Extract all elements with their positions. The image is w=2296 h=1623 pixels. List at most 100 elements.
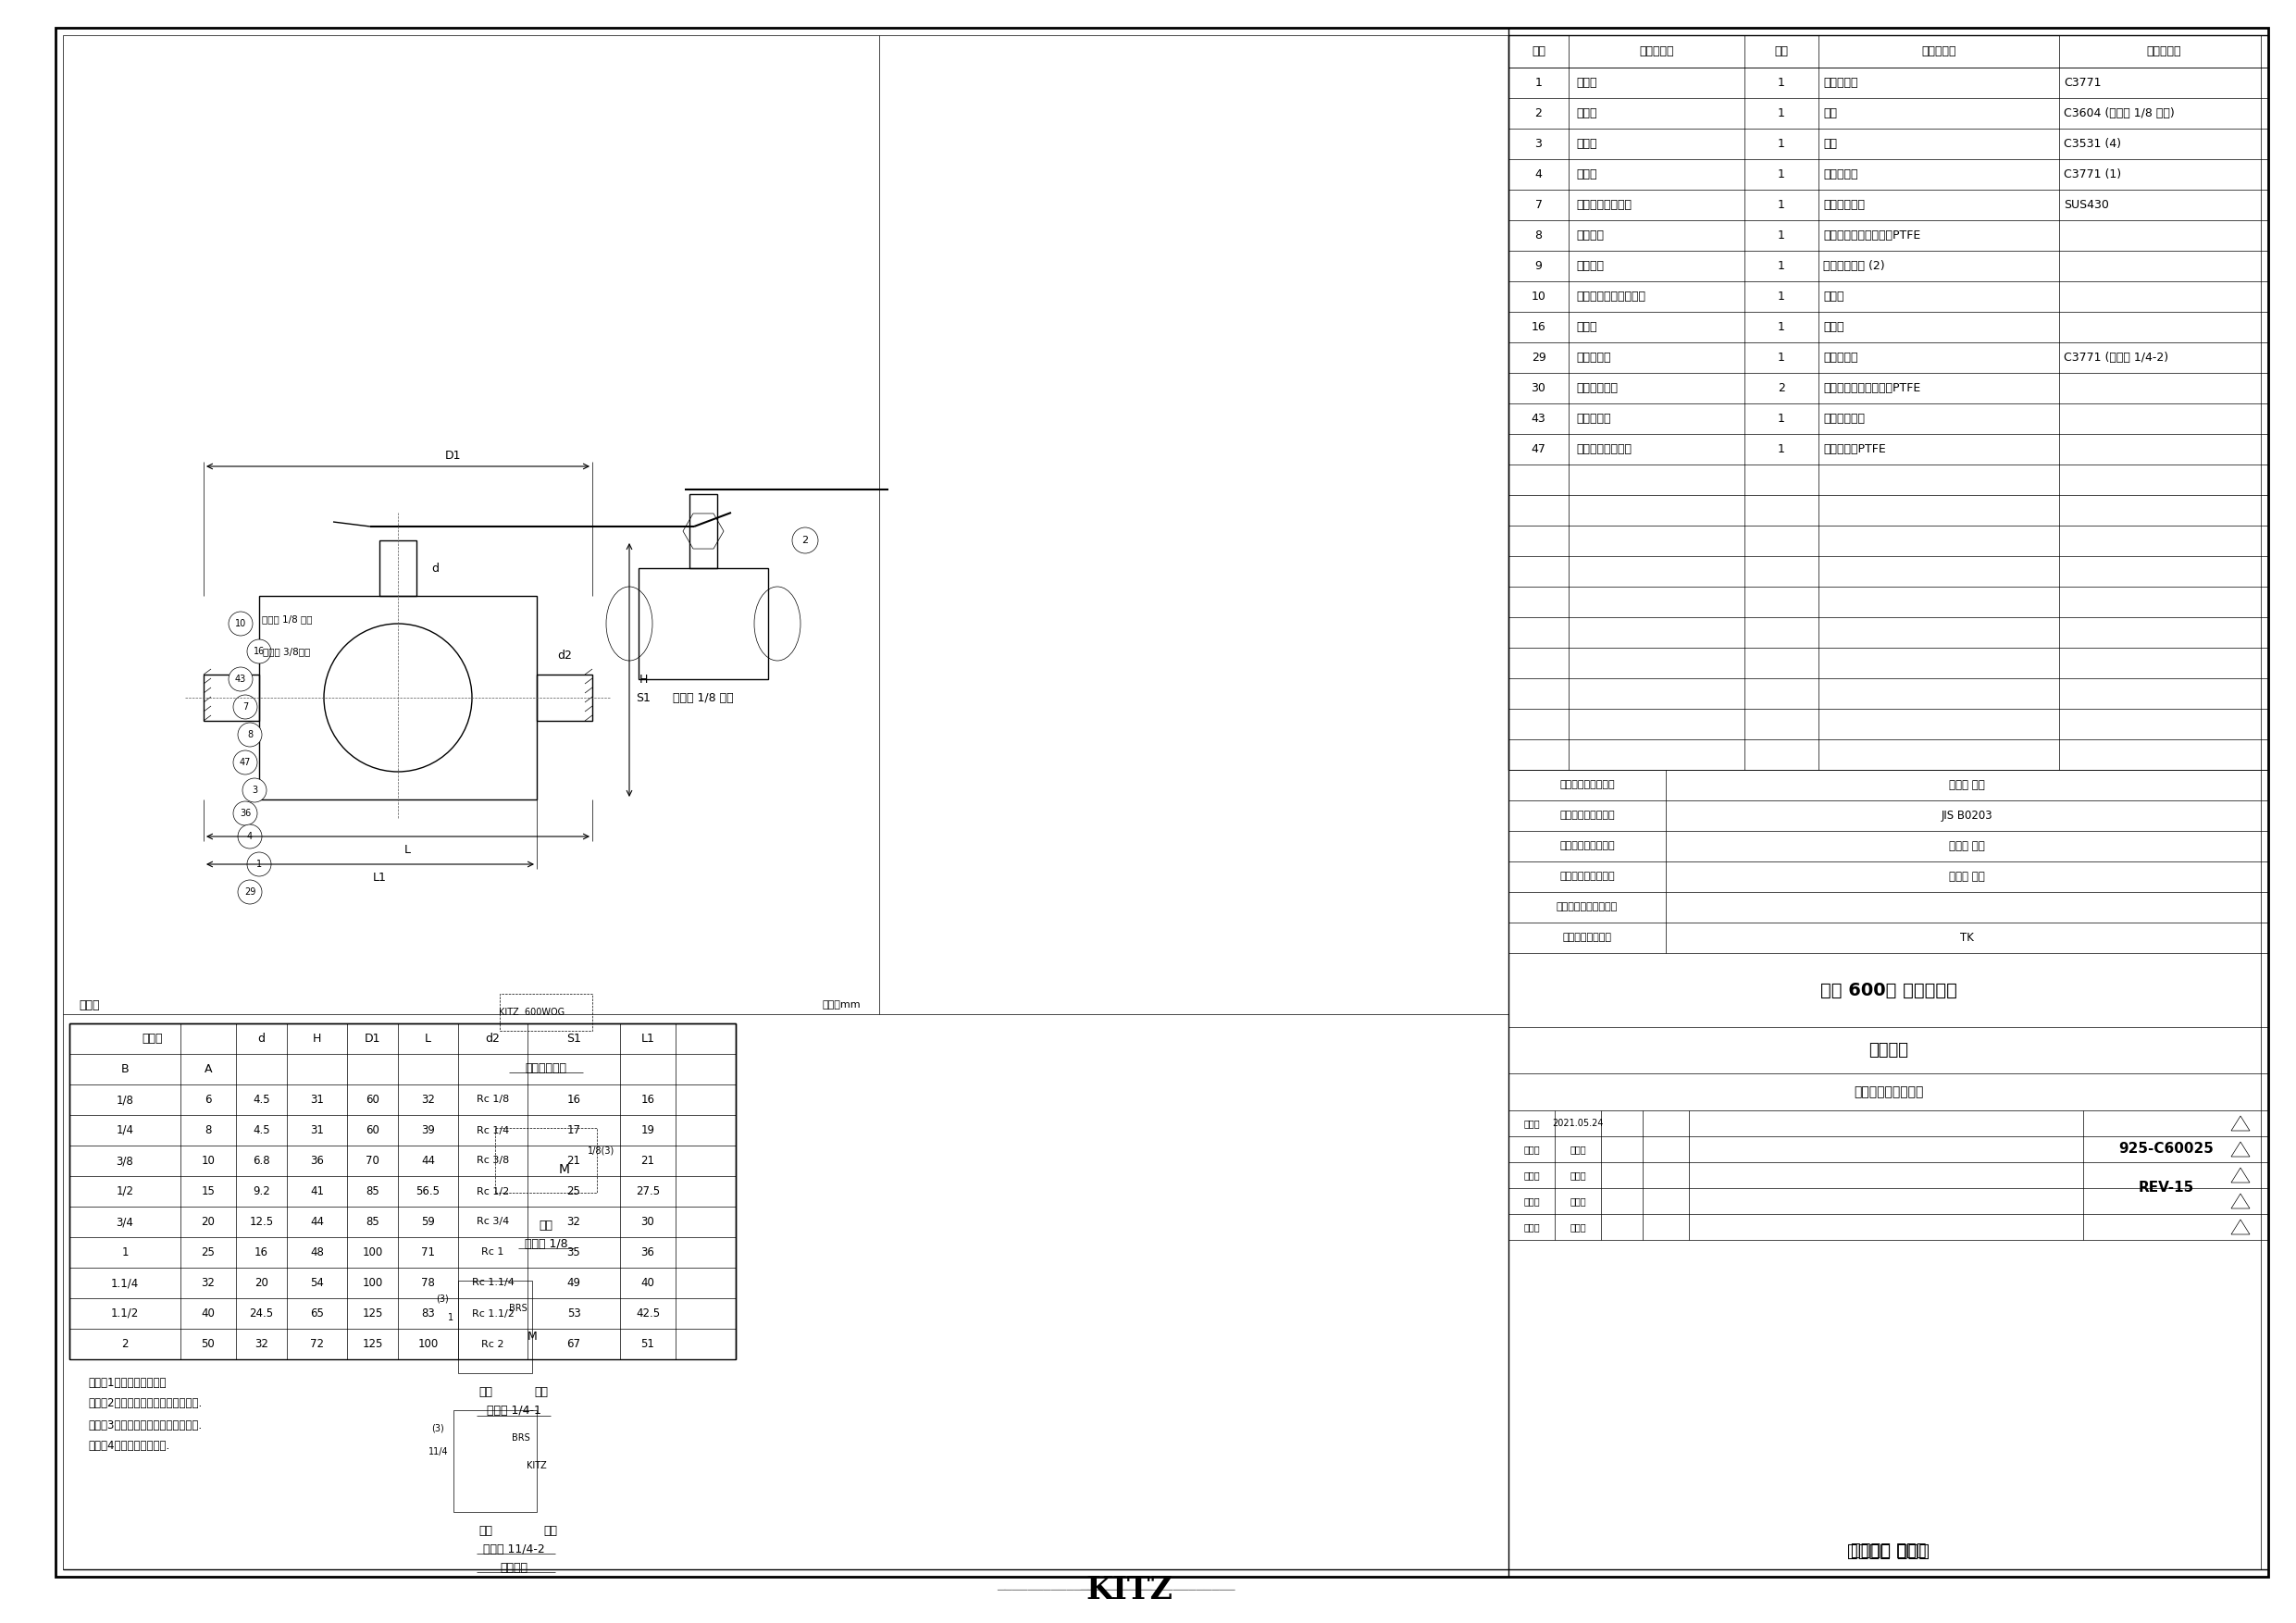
Text: 黄銅: 黄銅 xyxy=(1823,138,1837,149)
Text: 47: 47 xyxy=(239,758,250,768)
Text: グラスファイバー入りPTFE: グラスファイバー入りPTFE xyxy=(1823,381,1919,394)
Text: H: H xyxy=(312,1032,321,1045)
Text: S1: S1 xyxy=(567,1032,581,1045)
Text: 1: 1 xyxy=(1536,76,1543,89)
Text: 20: 20 xyxy=(255,1277,269,1289)
Text: 白　石: 白 石 xyxy=(1570,1196,1587,1206)
Text: Rc 1.1/2: Rc 1.1/2 xyxy=(471,1308,514,1318)
Text: 32: 32 xyxy=(202,1277,216,1289)
Text: 3: 3 xyxy=(253,786,257,795)
Text: 1: 1 xyxy=(1777,229,1784,242)
Text: 65: 65 xyxy=(310,1308,324,1319)
Text: （4）　耐脱亜鉛黄銅.: （4） 耐脱亜鉛黄銅. xyxy=(87,1440,170,1453)
Text: ハンドル表示: ハンドル表示 xyxy=(526,1061,567,1074)
Text: （3）　呼び径を表わしています.: （3） 呼び径を表わしています. xyxy=(87,1419,202,1431)
Text: 呼び径 1/8 のみ: 呼び径 1/8 のみ xyxy=(262,615,312,623)
Text: 10: 10 xyxy=(202,1156,216,1167)
Text: 32: 32 xyxy=(420,1094,434,1105)
Text: ステンレス鋼: ステンレス鋼 xyxy=(1823,200,1864,211)
Circle shape xyxy=(230,612,253,636)
Text: 29: 29 xyxy=(243,888,255,896)
Text: 925-C60025: 925-C60025 xyxy=(2119,1143,2213,1156)
Text: 11/4: 11/4 xyxy=(429,1448,448,1456)
Text: 36: 36 xyxy=(641,1246,654,1258)
Text: BRS: BRS xyxy=(512,1433,530,1443)
Text: 27.5: 27.5 xyxy=(636,1185,659,1198)
Text: 1: 1 xyxy=(257,860,262,868)
Text: 呼び径 1/8 のみ: 呼び径 1/8 のみ xyxy=(673,691,735,704)
Text: 下蓋: 下蓋 xyxy=(535,1386,549,1397)
Text: 10: 10 xyxy=(234,618,246,628)
Text: 丸　山: 丸 山 xyxy=(1570,1170,1587,1180)
Text: C3531 (4): C3531 (4) xyxy=(2064,138,2122,149)
Text: 呼び径 1/4-1: 呼び径 1/4-1 xyxy=(487,1404,542,1417)
Text: 2: 2 xyxy=(122,1337,129,1350)
Text: 20: 20 xyxy=(202,1216,216,1229)
Circle shape xyxy=(248,639,271,664)
Text: D1: D1 xyxy=(365,1032,381,1045)
Text: ハンドル押さえナット: ハンドル押さえナット xyxy=(1575,291,1646,302)
Text: 43: 43 xyxy=(1531,412,1545,425)
Circle shape xyxy=(239,880,262,904)
Text: (3): (3) xyxy=(436,1295,448,1303)
Text: 4: 4 xyxy=(248,833,253,841)
Text: 50: 50 xyxy=(202,1337,216,1350)
Text: KITZ  600WOG: KITZ 600WOG xyxy=(498,1008,565,1018)
Text: 製　　品　記　号: 製 品 記 号 xyxy=(1564,933,1612,943)
Circle shape xyxy=(239,722,262,747)
Text: 承　認: 承 認 xyxy=(1525,1144,1541,1154)
Text: キッツ 標準: キッツ 標準 xyxy=(1949,870,1986,883)
Text: 呼び径 1/8: 呼び径 1/8 xyxy=(523,1238,567,1250)
Text: 弁　棒: 弁 棒 xyxy=(1575,138,1596,149)
Text: ────────────────────: ──────────────────── xyxy=(1079,1584,1235,1597)
Text: Rc 3/8: Rc 3/8 xyxy=(478,1156,510,1165)
Text: ステンレス鋼 (2): ステンレス鋼 (2) xyxy=(1823,260,1885,273)
Text: 29: 29 xyxy=(1531,352,1545,364)
Text: 59: 59 xyxy=(420,1216,434,1229)
Text: レデューストボア型: レデューストボア型 xyxy=(1853,1086,1924,1099)
Text: 炭素鋼: 炭素鋼 xyxy=(1823,321,1844,333)
Text: 肉　　　　　　　厚: 肉 厚 xyxy=(1559,842,1614,850)
Text: 40: 40 xyxy=(202,1308,216,1319)
Circle shape xyxy=(239,824,262,849)
Text: 4: 4 xyxy=(1536,169,1543,180)
Text: 寸法表: 寸法表 xyxy=(78,998,99,1011)
Text: 部番: 部番 xyxy=(1531,45,1545,57)
Text: 30: 30 xyxy=(641,1216,654,1229)
Text: ボール弁: ボール弁 xyxy=(1869,1042,1908,1058)
Circle shape xyxy=(248,852,271,876)
Text: 1: 1 xyxy=(1777,107,1784,120)
Text: 呼び径: 呼び径 xyxy=(142,1032,163,1045)
Text: （2）　プラスチックカバー付き.: （2） プラスチックカバー付き. xyxy=(87,1397,202,1410)
Text: 川　野: 川 野 xyxy=(1570,1144,1587,1154)
Text: 1: 1 xyxy=(1777,76,1784,89)
Text: 座　金: 座 金 xyxy=(1575,321,1596,333)
Text: 17: 17 xyxy=(567,1125,581,1136)
Text: 1: 1 xyxy=(1777,412,1784,425)
Text: Rc 1.1/4: Rc 1.1/4 xyxy=(471,1279,514,1287)
Text: 鍛造用黄銅: 鍛造用黄銅 xyxy=(1823,352,1857,364)
Text: REV-15: REV-15 xyxy=(2138,1182,2195,1195)
Text: 6: 6 xyxy=(204,1094,211,1105)
Text: (3): (3) xyxy=(432,1423,443,1433)
Text: 8: 8 xyxy=(248,730,253,740)
Text: ハンドル: ハンドル xyxy=(1575,260,1605,273)
Text: 製　図: 製 図 xyxy=(1525,1222,1541,1232)
Text: 設　計: 設 計 xyxy=(1525,1196,1541,1206)
Text: 83: 83 xyxy=(420,1308,434,1319)
Text: 上蓋: 上蓋 xyxy=(480,1524,494,1537)
Text: キッツ 標準: キッツ 標準 xyxy=(1949,779,1986,790)
Text: Rc 3/4: Rc 3/4 xyxy=(478,1217,510,1227)
Text: 100: 100 xyxy=(363,1246,383,1258)
Text: 21: 21 xyxy=(567,1156,581,1167)
Text: ────────────────────: ──────────────────── xyxy=(996,1584,1153,1597)
Text: M: M xyxy=(528,1331,537,1342)
Text: 1: 1 xyxy=(1777,169,1784,180)
Text: 44: 44 xyxy=(420,1156,434,1167)
Text: 注　（1）　クロムめっき: 注 （1） クロムめっき xyxy=(87,1376,165,1388)
Text: 30: 30 xyxy=(1531,381,1545,394)
Text: 1.1/4: 1.1/4 xyxy=(110,1277,140,1289)
Text: 36: 36 xyxy=(239,808,250,818)
Text: 39: 39 xyxy=(420,1125,434,1136)
Text: 48: 48 xyxy=(310,1246,324,1258)
